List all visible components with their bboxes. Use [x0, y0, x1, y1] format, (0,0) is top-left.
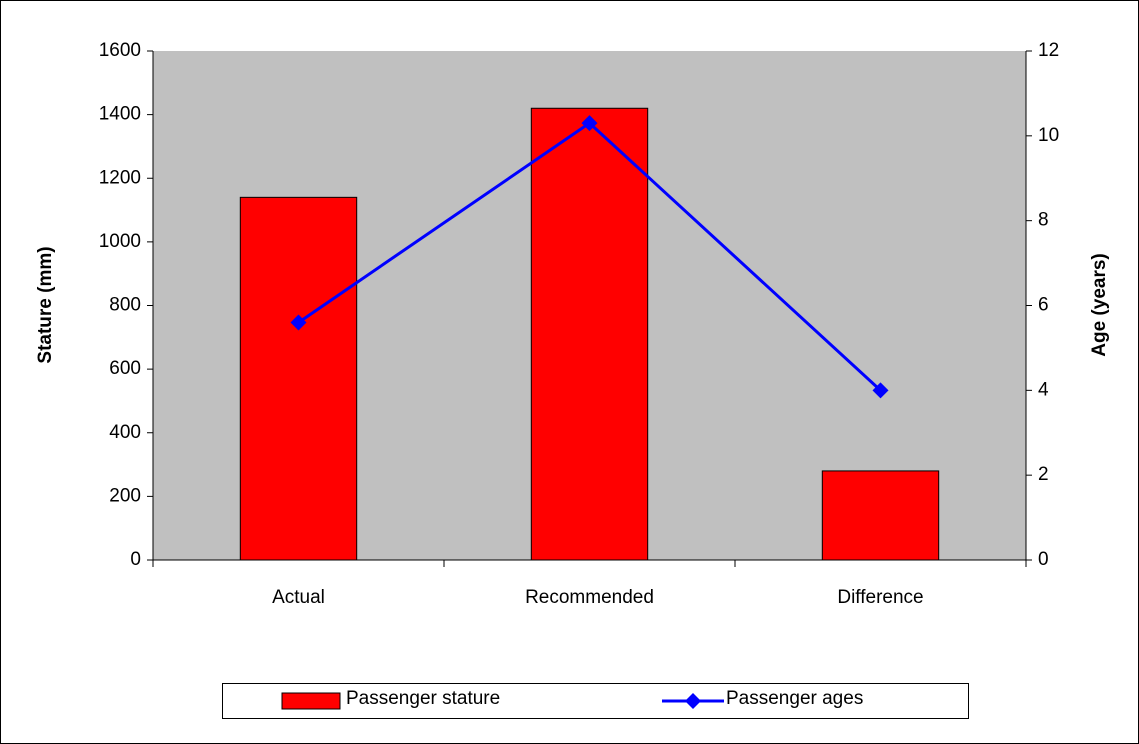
x-tick-label: Difference — [837, 587, 923, 608]
y-axis-label: Stature (mm) — [35, 246, 56, 363]
legend — [222, 683, 969, 719]
legend-label: Passenger ages — [726, 688, 863, 709]
y-tick-label: 800 — [109, 295, 141, 316]
x-tick-label: Recommended — [525, 587, 654, 608]
y2-tick-label: 0 — [1038, 549, 1049, 570]
bar — [530, 107, 649, 561]
bar — [239, 196, 358, 561]
y2-tick-label: 8 — [1038, 210, 1049, 231]
marker — [290, 314, 307, 331]
y-tick-label: 200 — [109, 485, 141, 506]
y-tick-label: 1600 — [99, 40, 141, 61]
y-tick-label: 0 — [130, 549, 141, 570]
y2-tick-label: 10 — [1038, 125, 1059, 146]
y-tick-label: 1000 — [99, 231, 141, 252]
y-tick-label: 400 — [109, 422, 141, 443]
y2-tick-label: 6 — [1038, 295, 1049, 316]
y2-tick-label: 4 — [1038, 379, 1049, 400]
y2-tick-label: 12 — [1038, 40, 1059, 61]
bar — [821, 470, 940, 561]
legend-marker — [685, 693, 701, 709]
y2-tick-label: 2 — [1038, 464, 1049, 485]
y-tick-label: 1200 — [99, 167, 141, 188]
marker — [872, 382, 889, 399]
y-tick-label: 600 — [109, 358, 141, 379]
marker — [581, 115, 598, 132]
y-tick-label: 1400 — [99, 104, 141, 125]
legend-label: Passenger stature — [346, 688, 500, 709]
legend-swatch — [281, 692, 341, 710]
y2-axis-label: Age (years) — [1089, 253, 1110, 357]
x-tick-label: Actual — [272, 587, 325, 608]
